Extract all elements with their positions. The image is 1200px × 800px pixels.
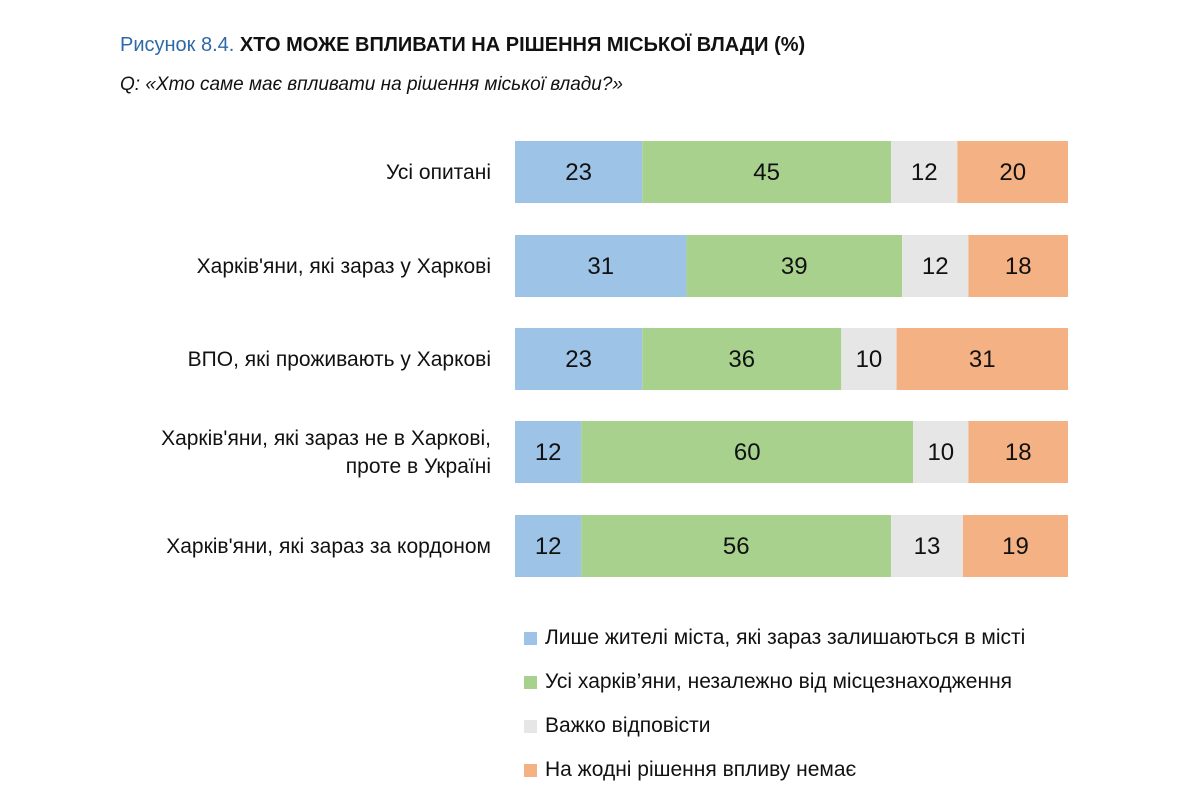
bar-segment [515,235,687,297]
bar-data-label: 56 [723,533,750,560]
bar-data-label: 10 [927,439,954,466]
legend-label: Лише жителі міста, які зараз залишаються… [545,626,1026,649]
bar-data-label: 23 [565,159,592,186]
bar-segment [515,328,643,390]
legend-item: Усі харків’яни, незалежно від місцезнахо… [524,660,1025,704]
legend-swatch [524,719,537,733]
bar-segment [896,328,1068,390]
stacked-bar-chart: 23 45 12 20 Усі опитані 31 39 12 18 Харків'яни, я… [161,141,1068,577]
category-label: Усі опитані [386,161,491,184]
bar-segment [515,421,582,483]
figure-title: Рисунок 8.4. ХТО МОЖЕ ВПЛИВАТИ НА РІШЕНН… [120,34,805,57]
bar-data-label: 19 [1002,533,1029,560]
bar-segment [642,141,892,203]
bar-data-label: 18 [1005,439,1032,466]
bar-data-label: 12 [911,159,938,186]
bar-data-label: 12 [922,253,949,280]
bar-segment [891,515,963,577]
bar-segment [902,235,969,297]
bar-segment [957,141,1068,203]
bar-data-label: 45 [753,159,780,186]
legend-item: На жодні рішення впливу немає [524,748,1025,792]
legend-swatch [524,763,537,777]
bar-segment [642,328,842,390]
legend-label: На жодні рішення впливу немає [545,758,857,781]
bar-data-label: 12 [535,439,562,466]
category-label: Харків'яни, які зараз у Харкові [197,255,491,278]
bar-segment [686,235,903,297]
survey-question: Q: «Хто саме має впливати на рішення міс… [120,74,623,95]
figure-number: Рисунок 8.4. [120,34,235,56]
legend-swatch [524,675,537,689]
bar-data-label: 31 [969,346,996,373]
bar-segment [962,515,1068,577]
legend-label: Усі харків’яни, незалежно від місцезнахо… [545,670,1013,693]
bar-data-label: 10 [856,346,883,373]
bar-data-label: 31 [587,253,614,280]
bar-segment [913,421,969,483]
bar-segment [968,235,1068,297]
bar-segment [581,421,914,483]
bar-data-label: 13 [914,533,941,560]
bar-data-label: 20 [999,159,1026,186]
bar-segment [515,515,582,577]
bar-data-label: 36 [728,346,755,373]
bar-segment [891,141,958,203]
figure-heading: ХТО МОЖЕ ВПЛИВАТИ НА РІШЕННЯ МІСЬКОЇ ВЛА… [239,34,806,56]
legend-label: Важко відповісти [545,714,711,737]
legend-item: Лише жителі міста, які зараз залишаються… [524,616,1025,660]
bar-data-label: 23 [565,346,592,373]
category-label: проте в Україні [346,455,491,478]
category-label: Харків'яни, які зараз за кордоном [166,535,491,558]
bar-data-label: 18 [1005,253,1032,280]
chart-legend: Лише жителі міста, які зараз залишаються… [524,616,1025,792]
category-label: ВПО, які проживають у Харкові [188,348,491,371]
category-label: Харків'яни, які зараз не в Харкові, [161,427,491,450]
legend-swatch [524,631,537,645]
bar-segment [515,141,643,203]
bar-data-label: 12 [535,533,562,560]
legend-item: Важко відповісти [524,704,1025,748]
bar-data-label: 60 [734,439,761,466]
bar-data-label: 39 [781,253,808,280]
bar-segment [581,515,892,577]
bar-segment [968,421,1068,483]
bar-segment [841,328,897,390]
